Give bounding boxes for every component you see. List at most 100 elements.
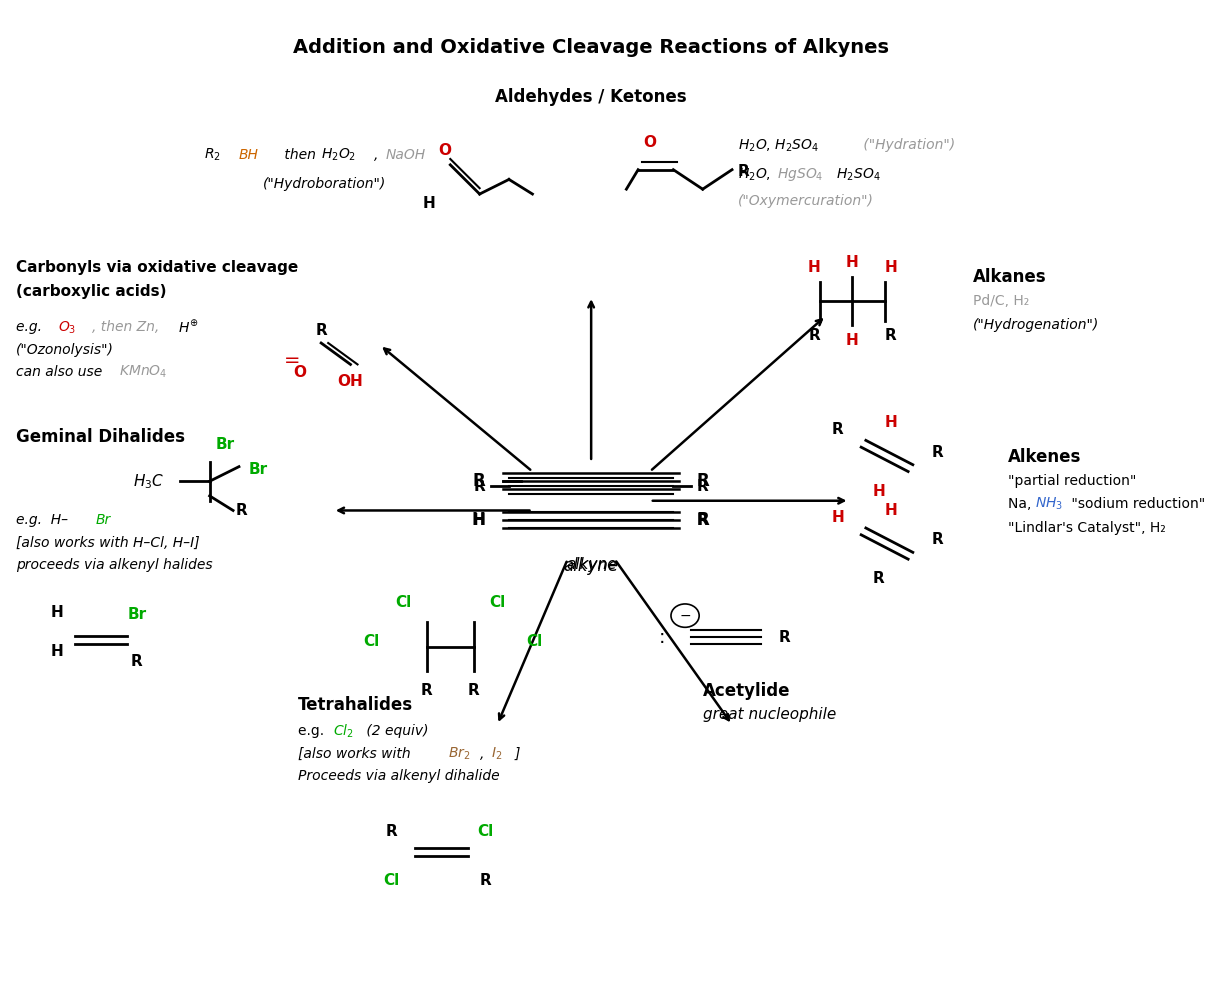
Text: Carbonyls via oxidative cleavage: Carbonyls via oxidative cleavage [16, 259, 298, 275]
Text: Cl: Cl [384, 873, 400, 888]
Text: H: H [884, 415, 897, 430]
Text: R: R [808, 328, 820, 343]
Text: H: H [884, 503, 897, 518]
Text: H: H [471, 512, 486, 529]
Text: H: H [50, 605, 64, 621]
Text: NaOH: NaOH [386, 148, 426, 162]
Text: Cl: Cl [364, 634, 380, 649]
Text: Cl: Cl [526, 634, 542, 649]
Text: ,: , [374, 148, 383, 162]
Text: H: H [808, 259, 820, 275]
Text: R: R [931, 445, 943, 460]
Text: R: R [697, 512, 710, 529]
Text: R: R [873, 572, 884, 586]
Text: =: = [284, 351, 300, 370]
Text: R: R [474, 478, 486, 494]
Text: R: R [235, 503, 247, 518]
Text: R: R [315, 323, 327, 338]
Text: R: R [697, 478, 708, 494]
Text: O: O [438, 142, 451, 158]
Text: R: R [831, 422, 844, 437]
Text: Tetrahalides: Tetrahalides [298, 696, 413, 714]
Text: H: H [472, 513, 486, 527]
Text: (2 equiv): (2 equiv) [362, 725, 429, 738]
Text: H: H [872, 483, 886, 499]
Text: (carboxylic acids): (carboxylic acids) [16, 284, 166, 299]
Text: Na,: Na, [1007, 497, 1036, 511]
Text: $H_2SO_4$: $H_2SO_4$ [831, 166, 881, 183]
Text: [also works with H–Cl, H–I]: [also works with H–Cl, H–I] [16, 535, 199, 550]
Text: $R_2$: $R_2$ [204, 147, 220, 163]
Text: BH: BH [239, 148, 258, 162]
Text: Alkenes: Alkenes [1007, 448, 1081, 465]
Text: , then Zn,: , then Zn, [92, 320, 164, 335]
Text: $H_2O$, $H_2SO_4$: $H_2O$, $H_2SO_4$ [738, 137, 819, 153]
Text: alkyne: alkyne [566, 557, 616, 572]
Text: Proceeds via alkenyl dihalide: Proceeds via alkenyl dihalide [298, 769, 499, 784]
Text: Br: Br [248, 463, 267, 477]
Text: [also works with: [also works with [298, 747, 415, 761]
Text: $O_3$: $O_3$ [58, 319, 76, 336]
Text: great nucleophile: great nucleophile [702, 707, 836, 723]
Text: Br: Br [96, 514, 111, 527]
Text: R: R [386, 824, 397, 840]
Text: OH: OH [337, 374, 363, 390]
Text: O: O [294, 364, 306, 380]
Text: R: R [884, 328, 897, 343]
Text: $H_3C$: $H_3C$ [133, 472, 165, 491]
Text: Addition and Oxidative Cleavage Reactions of Alkynes: Addition and Oxidative Cleavage Reaction… [293, 38, 889, 58]
Text: Cl: Cl [395, 595, 412, 611]
Text: H: H [423, 196, 435, 211]
Text: R: R [480, 873, 491, 888]
Text: ("Hydrogenation"): ("Hydrogenation") [973, 318, 1098, 333]
Text: "sodium reduction": "sodium reduction" [1066, 497, 1205, 511]
Text: ,: , [480, 747, 488, 761]
Text: R: R [779, 629, 791, 644]
Text: ("Hydroboration"): ("Hydroboration") [262, 178, 386, 191]
Text: R: R [467, 683, 480, 698]
Text: R: R [697, 472, 710, 490]
Text: H: H [50, 644, 64, 659]
Text: R: R [697, 513, 708, 527]
Text: −: − [679, 609, 691, 623]
Text: e.g.: e.g. [16, 320, 47, 335]
Text: $H^{\oplus}$: $H^{\oplus}$ [178, 319, 198, 336]
Text: "Lindlar's Catalyst", H₂: "Lindlar's Catalyst", H₂ [1007, 521, 1166, 535]
Text: alkyne: alkyne [563, 557, 619, 575]
Text: $H_2O_2$: $H_2O_2$ [321, 147, 357, 163]
Text: $KMnO_4$: $KMnO_4$ [119, 364, 167, 380]
Text: ("Hydration"): ("Hydration") [859, 138, 954, 152]
Text: :: : [658, 627, 665, 646]
Text: R: R [421, 683, 433, 698]
Text: $H_2O$,: $H_2O$, [738, 166, 772, 183]
Text: "partial reduction": "partial reduction" [1007, 474, 1137, 488]
Text: Geminal Dihalides: Geminal Dihalides [16, 428, 184, 447]
Text: $NH_3$: $NH_3$ [1034, 496, 1063, 512]
Text: $I_2$: $I_2$ [491, 745, 503, 762]
Text: H: H [884, 259, 897, 275]
Text: $Cl_2$: $Cl_2$ [333, 723, 354, 740]
Text: R: R [472, 472, 486, 490]
Text: R: R [738, 164, 749, 179]
Text: Cl: Cl [490, 595, 506, 611]
Text: proceeds via alkenyl halides: proceeds via alkenyl halides [16, 558, 213, 572]
Text: Acetylide: Acetylide [702, 682, 790, 699]
Text: Aldehydes / Ketones: Aldehydes / Ketones [496, 87, 688, 106]
Text: H: H [831, 510, 844, 524]
Text: H: H [845, 254, 859, 270]
Text: then: then [280, 148, 320, 162]
Text: $HgSO_4$: $HgSO_4$ [776, 166, 823, 183]
Text: Pd/C, H₂: Pd/C, H₂ [973, 295, 1030, 308]
Text: e.g.  H–: e.g. H– [16, 514, 68, 527]
Text: Br: Br [215, 437, 235, 452]
Text: R: R [130, 654, 143, 669]
Text: O: O [643, 135, 657, 150]
Text: H: H [845, 333, 859, 348]
Text: can also use: can also use [16, 365, 107, 379]
Text: Cl: Cl [477, 824, 493, 840]
Text: Alkanes: Alkanes [973, 268, 1047, 286]
Text: e.g.: e.g. [298, 725, 328, 738]
Text: ("Ozonolysis"): ("Ozonolysis") [16, 343, 114, 356]
Text: R: R [931, 532, 943, 547]
Text: Br: Br [127, 607, 146, 623]
